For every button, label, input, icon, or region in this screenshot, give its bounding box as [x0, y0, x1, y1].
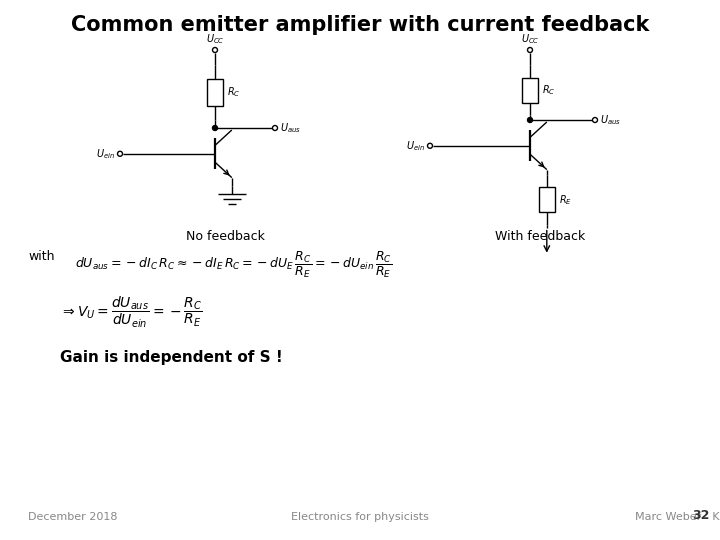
Text: $U_{ein}$: $U_{ein}$: [406, 139, 425, 153]
Text: Marc Weber - KIT: Marc Weber - KIT: [635, 512, 720, 522]
Text: $\Rightarrow V_U = \dfrac{dU_{aus}}{dU_{ein}} = -\dfrac{R_C}{R_E}$: $\Rightarrow V_U = \dfrac{dU_{aus}}{dU_{…: [60, 295, 202, 330]
Bar: [207, 79, 223, 106]
Text: 32: 32: [693, 509, 710, 522]
Text: With feedback: With feedback: [495, 230, 585, 243]
Text: $U_{aus}$: $U_{aus}$: [600, 113, 621, 127]
Text: $R_C$: $R_C$: [227, 86, 240, 99]
Text: December 2018: December 2018: [28, 512, 117, 522]
Bar: [539, 187, 555, 212]
Circle shape: [428, 143, 433, 148]
Text: with: with: [28, 250, 55, 263]
Circle shape: [272, 125, 277, 131]
Text: No feedback: No feedback: [186, 230, 264, 243]
Circle shape: [212, 48, 217, 52]
Circle shape: [212, 125, 217, 131]
Circle shape: [117, 151, 122, 156]
Bar: [522, 78, 538, 103]
Text: $R_E$: $R_E$: [559, 193, 572, 206]
Circle shape: [593, 118, 598, 123]
Text: Gain is independent of S !: Gain is independent of S !: [60, 350, 283, 365]
Text: $U_{ein}$: $U_{ein}$: [96, 147, 115, 161]
Text: $dU_{aus} = -dI_C\, R_C \approx -dI_E\, R_C = -dU_E\,\dfrac{R_C}{R_E} = -dU_{ein: $dU_{aus} = -dI_C\, R_C \approx -dI_E\, …: [75, 250, 392, 280]
Text: $R_C$: $R_C$: [542, 83, 555, 97]
Text: $U_{CC}$: $U_{CC}$: [521, 32, 539, 46]
Circle shape: [528, 118, 533, 123]
Text: Common emitter amplifier with current feedback: Common emitter amplifier with current fe…: [71, 15, 649, 35]
Circle shape: [528, 48, 533, 52]
Text: $U_{CC}$: $U_{CC}$: [206, 32, 225, 46]
Text: $U_{aus}$: $U_{aus}$: [280, 121, 301, 135]
Text: Electronics for physicists: Electronics for physicists: [291, 512, 429, 522]
